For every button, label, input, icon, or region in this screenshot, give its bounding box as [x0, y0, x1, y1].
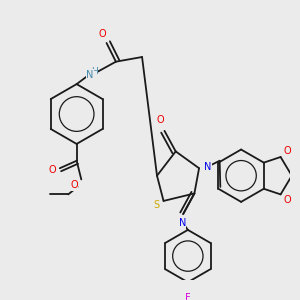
Text: O: O [49, 165, 56, 175]
Text: O: O [98, 28, 106, 39]
Text: O: O [70, 180, 78, 190]
Text: N: N [204, 162, 211, 172]
Text: O: O [283, 195, 291, 205]
Text: O: O [157, 115, 165, 124]
Text: O: O [283, 146, 291, 156]
Text: F: F [185, 293, 191, 300]
Text: N: N [178, 218, 186, 228]
Text: S: S [153, 200, 159, 210]
Text: H: H [91, 68, 98, 76]
Text: N: N [86, 70, 93, 80]
